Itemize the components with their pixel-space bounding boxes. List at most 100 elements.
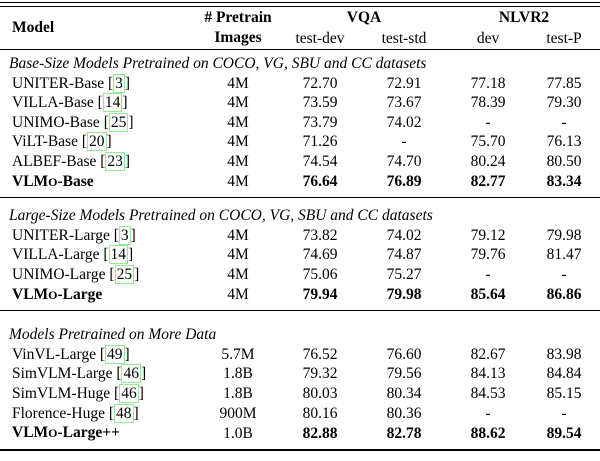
table-row: UNITER-Base [3] 4M 72.70 72.91 77.18 77.85 [0,73,600,94]
cell-pretrain-images: 5.7M [221,345,255,363]
cell-model-name: ViLT-Base [20] [12,132,112,152]
table-row: VILLA-Base [14] 4M 73.59 73.67 78.39 79.30 [0,93,600,113]
cell-vqa-test-std: 76.89 [386,173,422,191]
table-row: SimVLM-Large [46] 1.8B 79.32 79.56 84.13 84.8… [0,364,600,384]
citation-link[interactable]: 14 [108,245,129,265]
table-header: Model # Pretrain Images VQA NLVR2 test-d… [0,7,600,50]
cell-pretrain-images: 900M [219,404,257,422]
cell-nlvr2-test-p: 79.98 [546,226,582,244]
cell-model-name: SimVLM-Huge [46] [12,383,144,403]
table-row: UNIMO-Base [25] 4M 73.79 74.02 - - [0,112,600,133]
table-row: VinVL-Large [49] 5.7M 76.52 76.60 82.67 83.98 [0,344,600,365]
table-section: Models Pretrained on More Data VinVL-Larg… [0,310,600,449]
cell-pretrain-images: 1.0B [223,424,253,442]
header-row-subcolumns: test-dev test-std dev test-P [0,28,600,50]
citation-link[interactable]: 23 [105,151,125,171]
col-group-vqa: VQA [346,8,382,26]
citation-link[interactable]: 25 [114,264,135,284]
table-bottom-rule [0,448,600,461]
cell-pretrain-images: 4M [227,173,249,191]
table-row: VLMO-Base 4M 76.64 76.89 82.77 83.34 [0,172,600,198]
cell-nlvr2-test-p: - [561,404,567,422]
cell-nlvr2-test-p: 83.98 [546,345,582,363]
cell-vqa-test-dev: 76.64 [302,173,338,191]
cell-nlvr2-dev: - [485,113,491,131]
cell-vqa-test-std: 80.36 [386,404,422,422]
cell-nlvr2-dev: - [485,404,491,422]
cell-vqa-test-std: 79.98 [386,286,422,304]
cell-vqa-test-std: 82.78 [386,424,422,442]
cell-vqa-test-std: 74.70 [386,152,422,170]
section-caption: Models Pretrained on More Data [9,326,217,344]
cell-vqa-test-dev: 71.26 [302,133,338,151]
table-row: ViLT-Base [20] 4M 71.26 - 75.70 76.13 [0,132,600,152]
citation-link[interactable]: 3 [113,73,125,93]
cell-vqa-test-dev: 74.69 [302,246,338,264]
cell-pretrain-images: 4M [227,74,249,92]
cell-model-name: UNITER-Large [3] [12,225,136,245]
cell-nlvr2-dev: 78.39 [470,94,506,112]
table-row: Florence-Huge [48] 900M 80.16 80.36 - - [0,403,600,424]
cell-pretrain-images: 4M [227,286,249,304]
cell-nlvr2-dev: 84.13 [470,365,506,383]
cell-vqa-test-std: 74.02 [386,113,422,131]
cell-vqa-test-dev: 74.54 [302,152,338,170]
cell-vqa-test-dev: 73.82 [302,226,338,244]
cell-model-name: Florence-Huge [48] [12,403,139,423]
cell-model-name: UNIMO-Base [25] [12,112,134,132]
cell-model-name: UNIMO-Large [25] [12,264,140,284]
cell-nlvr2-test-p: 85.15 [546,384,582,402]
citation-link[interactable]: 3 [118,225,131,245]
cell-model-name: VILLA-Large [14] [12,245,134,265]
cell-nlvr2-test-p: 89.54 [546,424,582,442]
cell-vqa-test-std: 72.91 [386,74,422,92]
citation-link[interactable]: 49 [105,344,125,364]
citation-link[interactable]: 20 [87,132,107,152]
section-caption-row: Models Pretrained on More Data [0,311,600,345]
cell-nlvr2-dev: 77.18 [470,74,506,92]
citation-link[interactable]: 48 [114,403,134,423]
cell-vqa-test-std: - [401,133,407,151]
cell-pretrain-images: 4M [227,265,249,283]
cell-vqa-test-dev: 73.59 [302,94,338,112]
cell-pretrain-images: 4M [227,133,249,151]
section-caption: Large-Size Models Pretrained on COCO, VG… [9,207,433,225]
citation-link[interactable]: 46 [119,383,139,403]
section-caption-row: Base-Size Models Pretrained on COCO, VG,… [0,50,600,74]
cell-nlvr2-test-p: - [561,113,567,131]
cell-pretrain-images: 4M [227,246,249,264]
citation-link[interactable]: 46 [121,364,141,384]
citation-link[interactable]: 25 [108,112,129,132]
section-caption: Base-Size Models Pretrained on COCO, VG,… [9,55,427,72]
cell-nlvr2-dev: 79.76 [470,246,506,264]
col-group-nlvr2: NLVR2 [498,8,550,26]
cell-nlvr2-test-p: 83.34 [546,173,582,191]
cell-pretrain-images: 4M [227,152,249,170]
col-header-nlvr2-dev: dev [476,29,500,47]
cell-model-name: VLMO-Base [12,172,94,190]
cell-pretrain-images: 4M [227,113,249,131]
cell-pretrain-images: 4M [227,226,249,244]
cell-model-name: UNITER-Base [3] [12,73,131,93]
table-top-rule [0,2,600,7]
smallcap-letter: O [48,426,58,441]
pretrain-header-line2: Images [214,29,262,46]
header-row-groups: Model # Pretrain Images VQA NLVR2 [0,7,600,47]
cell-vqa-test-std: 79.56 [386,365,422,383]
cell-nlvr2-dev: 84.53 [470,384,506,402]
cell-nlvr2-test-p: 84.84 [546,365,582,383]
cell-pretrain-images: 4M [227,94,249,112]
col-header-vqa-test-std: test-std [381,29,427,47]
cell-vqa-test-dev: 82.88 [302,424,338,442]
col-header-pretrain-images: # Pretrain Images [196,7,280,50]
table-row: VILLA-Large [14] 4M 74.69 74.87 79.76 81.47 [0,245,600,265]
cell-vqa-test-dev: 76.52 [302,345,338,363]
pretrain-header-line1: # Pretrain [204,9,272,26]
table-row: VLMO-Large++ 1.0B 82.88 82.78 88.62 89.54 [0,423,600,449]
cell-vqa-test-dev: 73.79 [302,113,338,131]
citation-link[interactable]: 14 [102,93,123,113]
cell-vqa-test-dev: 80.03 [302,384,338,402]
cell-vqa-test-std: 74.02 [386,226,422,244]
cell-nlvr2-test-p: 81.47 [546,246,582,264]
